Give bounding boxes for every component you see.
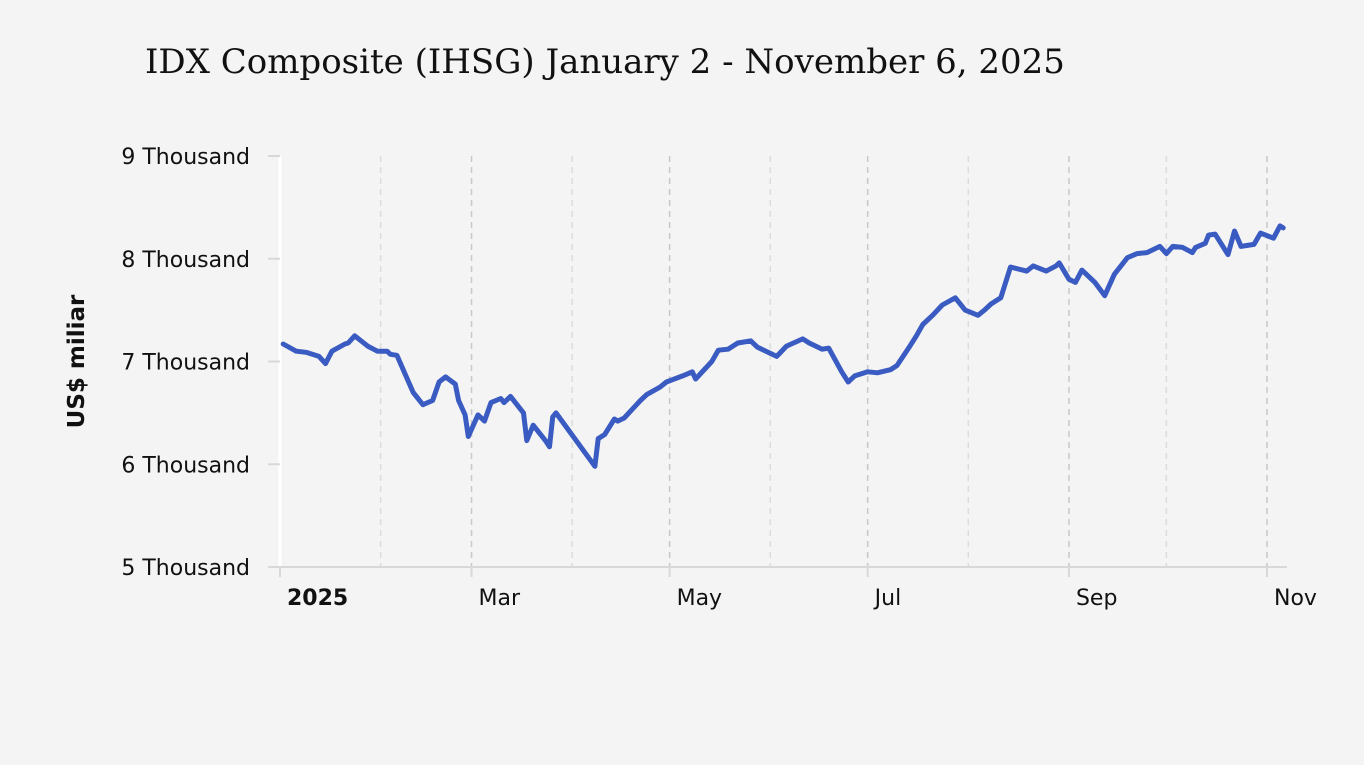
- x-tick-label: May: [677, 586, 722, 611]
- x-tick-label: 2025: [287, 586, 348, 611]
- y-tick-label: 6 Thousand: [121, 453, 250, 478]
- series-line: [280, 223, 1286, 469]
- grid-layer: [379, 156, 1268, 567]
- chart-title: IDX Composite (IHSG) January 2 - Novembe…: [145, 42, 1065, 82]
- y-tick-label: 9 Thousand: [121, 145, 250, 170]
- x-tick-label: Jul: [873, 586, 902, 611]
- x-tick-label: Sep: [1076, 586, 1117, 611]
- y-tick-label: 5 Thousand: [121, 556, 250, 581]
- y-tick-label: 8 Thousand: [121, 248, 250, 273]
- axis-layer: [268, 155, 1287, 577]
- x-tick-label: Mar: [479, 586, 521, 611]
- series-layer: [280, 223, 1286, 469]
- label-layer: 9 Thousand 8 Thousand 7 Thousand 6 Thousand…: [64, 145, 1317, 611]
- x-tick-label: Nov: [1274, 586, 1317, 611]
- y-axis-title: US$ miliar: [64, 294, 90, 428]
- y-tick-label: 7 Thousand: [121, 351, 250, 376]
